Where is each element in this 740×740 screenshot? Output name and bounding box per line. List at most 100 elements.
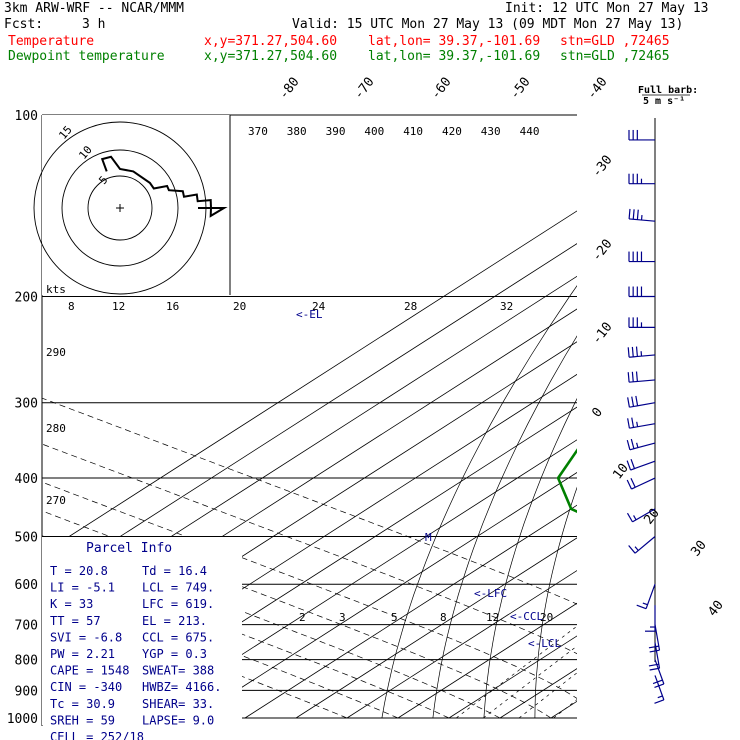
wind-barbs	[626, 118, 665, 704]
hodograph-frame	[42, 115, 230, 295]
mixing-ratio-upper-label-12: 12	[112, 300, 125, 313]
pressure-label-300: 300	[15, 397, 38, 412]
pressure-label-800: 800	[15, 654, 38, 669]
parcel-info-left-3: TT = 57	[50, 614, 101, 628]
isotherm-line	[346, 570, 577, 719]
moist-adiabat-line	[42, 599, 348, 719]
init-time: Init: 12 UTC Mon 27 May 13	[505, 1, 709, 16]
wind-barb	[627, 346, 656, 358]
wind-barb-staff	[629, 423, 656, 429]
parcel-info-left-0: T = 20.8	[50, 564, 108, 578]
wind-barb	[627, 371, 656, 383]
parcel-info-title: Parcel Info	[86, 541, 172, 556]
isotherm-line	[704, 115, 740, 718]
wind-barb	[628, 129, 655, 141]
wind-barb	[628, 317, 655, 328]
mixing-ratio-upper-label-16: 16	[166, 300, 179, 313]
parcel-info-left-10: CELL = 252/18	[50, 730, 144, 740]
forecast-label: Fcst:	[4, 17, 44, 32]
mixing-ratio-label-2: 2	[299, 611, 306, 624]
parcel-annotations: <-EL <-LFC<-CCL <-LCL M	[296, 308, 561, 650]
parcel-info-right-0: Td = 16.4	[142, 564, 207, 578]
parcel-info-right-9: LAPSE= 9.0	[142, 713, 214, 727]
wind-barb-half	[634, 546, 639, 551]
pressure-label-100: 100	[15, 109, 38, 124]
isotherm-line	[244, 504, 577, 719]
wind-barb	[628, 251, 655, 263]
dry-adiabat-line	[432, 335, 577, 719]
mixing-ratio-line	[553, 699, 577, 719]
wind-barb-half	[657, 695, 663, 699]
parcel-info-left-1: LI = -5.1	[50, 581, 115, 595]
annotation-lfc: <-LFC	[474, 587, 507, 600]
pressure-label-600: 600	[15, 578, 38, 593]
theta-label-410: 410	[403, 125, 423, 138]
wind-barb-full	[630, 438, 635, 449]
parcel-info-right-3: EL = 213.	[142, 614, 207, 628]
wind-barb	[626, 438, 656, 451]
dry-adiabat-line	[534, 486, 577, 719]
valid-time: Valid: 15 UTC Mon 27 May 13 (09 MDT Mon …	[292, 17, 684, 32]
wind-barb-staff	[629, 402, 656, 408]
wind-barb	[628, 536, 656, 554]
mixing-ratio-label-3: 3	[339, 611, 346, 624]
wind-barb-full	[635, 395, 639, 406]
barb-legend: Full barb: 5 m s⁻¹	[638, 85, 698, 107]
barb-legend-units: 5 m s⁻¹	[643, 96, 685, 107]
temperature-xy: x,y=371.27,504.60	[204, 34, 338, 49]
mixing-ratio-upper-label-32: 32	[500, 300, 513, 313]
wind-barb	[636, 584, 656, 610]
wind-barb-half	[633, 515, 637, 521]
wind-barb	[628, 208, 656, 222]
temperature-label--10: -10	[589, 320, 615, 348]
parcel-info-left-2: K = 33	[50, 597, 93, 611]
theta-side-label-280: 280	[46, 422, 66, 435]
wind-barb-full	[636, 604, 647, 610]
wind-barb	[626, 459, 656, 471]
mixing-ratio-upper-label-24: 24	[312, 300, 326, 313]
isotherm-line	[550, 700, 577, 719]
wind-barb-full	[626, 512, 634, 523]
isotherm-line	[42, 210, 577, 555]
dry-adiabat-line	[483, 397, 577, 719]
wind-barb	[628, 173, 655, 185]
dewpoint-station: stn=GLD ,72465	[560, 49, 670, 64]
temperature-label--80: -80	[276, 75, 302, 103]
wind-barb-half	[642, 602, 648, 606]
wind-barb-full	[632, 209, 635, 220]
hodograph-units-label: kts	[46, 283, 66, 296]
parcel-info-right-6: SWEAT= 388	[142, 664, 214, 678]
forecast-hour: 3 h	[82, 17, 106, 32]
wind-barb-full	[627, 347, 630, 358]
temperature-label--20: -20	[589, 237, 615, 265]
parcel-info-left-4: SVI = -6.8	[50, 630, 122, 644]
isotherm-line	[602, 115, 740, 718]
annotation-el: <-EL	[296, 308, 323, 321]
wind-barb-full	[626, 439, 631, 450]
wind-barb-full	[636, 209, 639, 220]
parcel-info-right-7: HWBZ= 4166.	[142, 680, 221, 694]
theta-side-label-270: 270	[46, 494, 66, 507]
dewpoint-profile-line	[556, 448, 577, 514]
pressure-label-500: 500	[15, 530, 38, 545]
mixing-ratio-upper-label-8: 8	[68, 300, 75, 313]
dewpoint-latlon: lat,lon= 39.37,-101.69	[368, 49, 541, 64]
mixing-ratio-label-5: 5	[391, 611, 398, 624]
mixing-ratio-line	[482, 645, 577, 719]
mixing-ratio-label-8: 8	[440, 611, 447, 624]
pressure-label-400: 400	[15, 472, 38, 487]
hodograph-ring	[61, 149, 179, 267]
wind-barb-full	[626, 479, 632, 490]
dry-adiabat-line	[681, 115, 740, 718]
wind-barb	[627, 395, 656, 408]
wind-barb-staff	[645, 584, 656, 609]
isotherm-line	[653, 115, 740, 718]
parcel-info-left-6: CAPE = 1548	[50, 664, 129, 678]
mixing-ratio-line	[455, 625, 577, 719]
mixing-ratio-upper-label-28: 28	[404, 300, 417, 313]
mixing-ratio-label-20: 20	[540, 611, 553, 624]
theta-label-380: 380	[287, 125, 307, 138]
isotherm-line	[42, 243, 577, 588]
barb-legend-title: Full barb:	[638, 85, 698, 96]
